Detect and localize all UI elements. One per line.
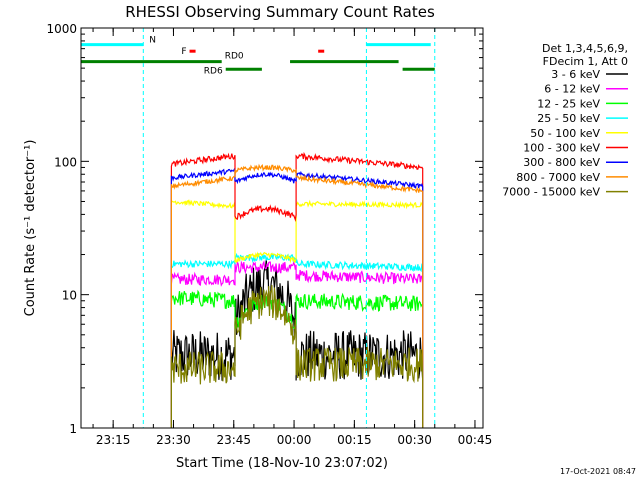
legend-label-8: 7000 - 15000 keV [502, 186, 600, 199]
y-axis-label: Count Rate (s⁻¹ detector⁻¹) [23, 140, 38, 317]
plot-frame [80, 27, 484, 429]
legend-label-4: 50 - 100 keV [530, 127, 600, 140]
vertical-lines-layer [142, 28, 436, 428]
legend-label-0: 3 - 6 keV [551, 68, 600, 81]
y-tick-label-2: 100 [54, 155, 77, 169]
x-tick-label-0: 23:15 [96, 433, 131, 447]
legend-header-0: Det 1,3,4,5,6,9, [542, 42, 628, 55]
series-line-8 [170, 285, 424, 428]
legend: Det 1,3,4,5,6,9,FDecim 1, Att 03 - 6 keV… [502, 42, 628, 199]
series-line-4 [170, 199, 424, 428]
x-axis-label: Start Time (18-Nov-10 23:07:02) [176, 456, 388, 471]
series-line-5 [170, 151, 424, 428]
flag-label-3: RD6 [204, 66, 223, 76]
legend-label-6: 300 - 800 keV [523, 156, 600, 169]
legend-label-2: 12 - 25 keV [537, 97, 600, 110]
legend-label-7: 800 - 7000 keV [516, 171, 600, 184]
series-line-2 [170, 289, 424, 428]
flag-label-1: F [181, 47, 186, 57]
flag-label-0: N [149, 36, 156, 46]
x-tick-label-2: 23:45 [216, 433, 251, 447]
x-tick-label-4: 00:15 [337, 433, 372, 447]
y-tick-label-1: 10 [62, 289, 77, 303]
flag-label-2: RD0 [225, 52, 244, 62]
y-tick-label-0: 1 [69, 422, 77, 436]
x-tick-label-6: 00:45 [458, 433, 493, 447]
timestamp: 17-Oct-2021 08:47 [560, 467, 636, 476]
y-tick-label-3: 1000 [46, 22, 77, 36]
series-layer [170, 151, 424, 428]
series-line-7 [170, 163, 424, 428]
legend-label-1: 6 - 12 keV [544, 83, 600, 96]
legend-label-3: 25 - 50 keV [537, 112, 600, 125]
series-line-3 [170, 252, 424, 428]
series-line-1 [170, 260, 424, 428]
x-tick-label-5: 00:30 [397, 433, 432, 447]
axis-ticks: 23:15 23:30 23:45 00:00 00:15 00:30 00:45 1 10 10… [46, 22, 492, 447]
chart-title: RHESSI Observing Summary Count Rates [125, 3, 435, 21]
x-tick-label-3: 00:00 [277, 433, 312, 447]
x-tick-label-1: 23:30 [156, 433, 191, 447]
legend-header-1: FDecim 1, Att 0 [543, 55, 628, 68]
legend-label-5: 100 - 300 keV [523, 142, 600, 155]
